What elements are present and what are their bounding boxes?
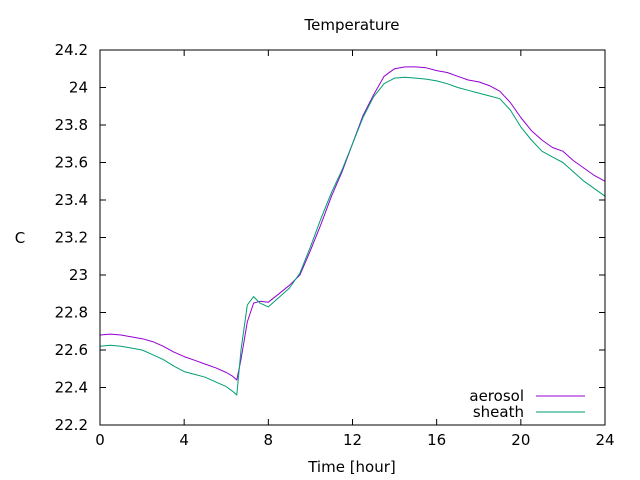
plot-frame (99, 49, 606, 426)
legend-label-sheath: sheath (473, 403, 524, 421)
series-lines (99, 66, 606, 396)
axis-ticks: 0 4 8 12 16 20 24 22.2 22.4 22.6 22.8 23 23.2 23.4 23.… (55, 41, 615, 449)
y-tick-label: 23 (69, 266, 88, 284)
series-line-aerosol (99, 66, 606, 381)
y-tick-label: 23.2 (55, 229, 88, 247)
y-axis-label: C (15, 229, 25, 247)
y-tick-label: 22.8 (55, 304, 88, 322)
x-tick-label: 0 (95, 431, 105, 449)
y-tick-label: 23.4 (55, 191, 88, 209)
x-tick-label: 4 (179, 431, 189, 449)
x-axis-label: Time [hour] (307, 458, 396, 476)
y-tick-label: 23.8 (55, 116, 88, 134)
y-tick-label: 24.2 (55, 41, 88, 59)
x-tick-label: 16 (427, 431, 446, 449)
series-line-sheath (99, 76, 606, 396)
y-tick-label: 22.4 (55, 379, 88, 397)
y-tick-label: 22.2 (55, 416, 88, 434)
chart-title: Temperature (303, 16, 399, 34)
y-tick-label: 24 (69, 79, 88, 97)
legend-label-aerosol: aerosol (469, 387, 524, 405)
y-tick-label: 22.6 (55, 341, 88, 359)
y-tick-label: 23.6 (55, 154, 88, 172)
x-tick-label: 20 (511, 431, 530, 449)
x-tick-label: 12 (343, 431, 362, 449)
x-tick-label: 24 (595, 431, 614, 449)
x-tick-label: 8 (264, 431, 274, 449)
